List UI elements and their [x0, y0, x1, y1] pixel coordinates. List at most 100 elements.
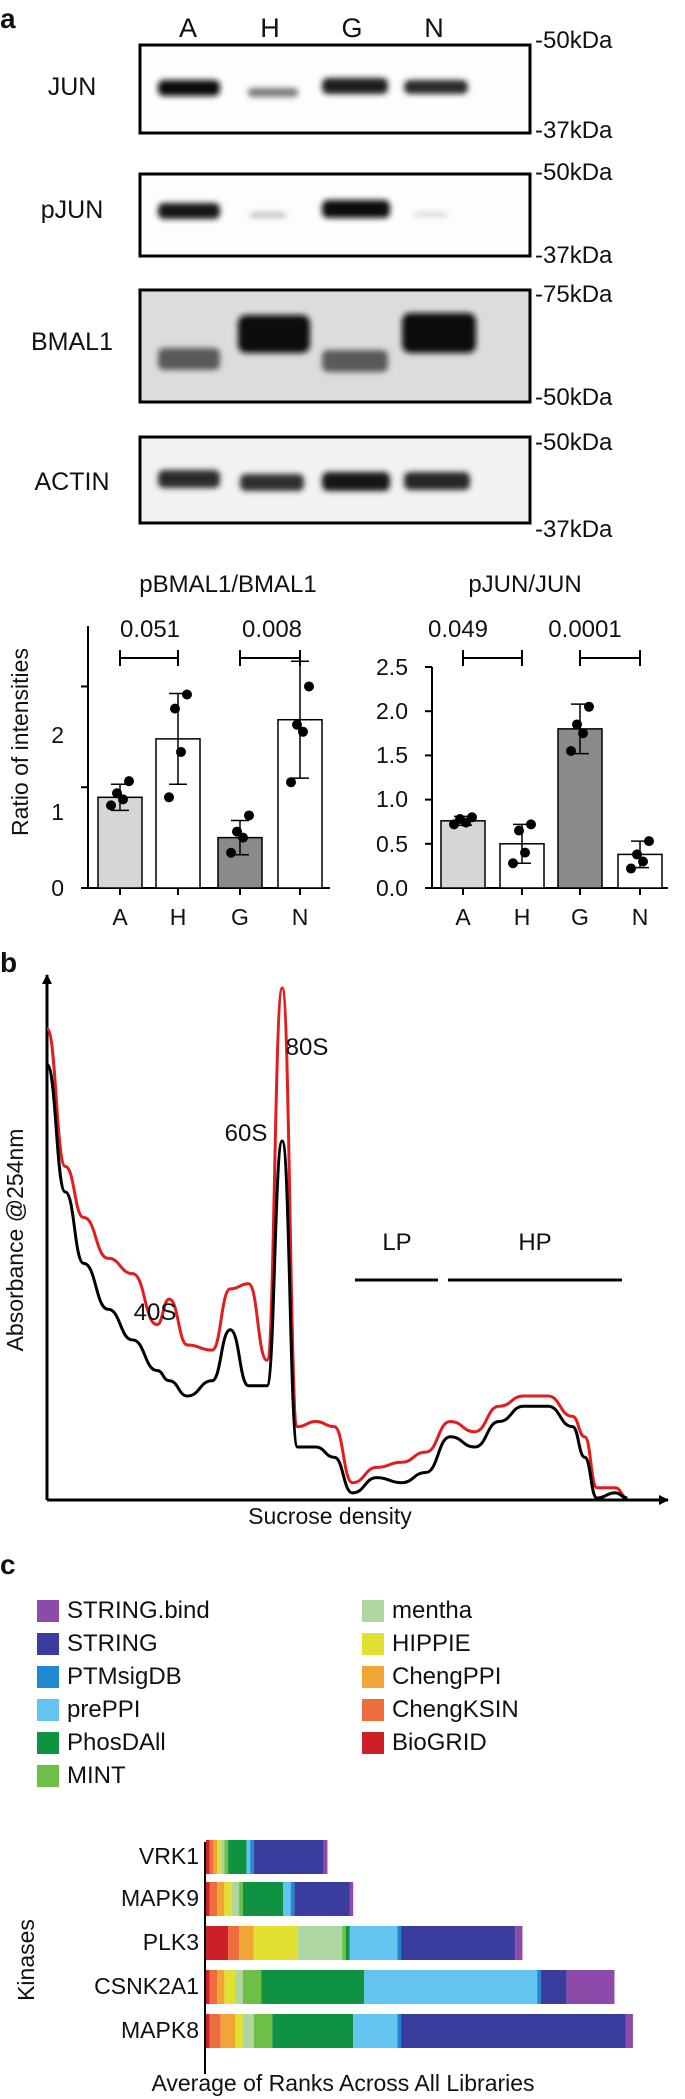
bar-segment — [209, 1882, 218, 1916]
blot-label-jun: JUN — [48, 73, 97, 101]
bar-segment — [353, 2014, 398, 2048]
bar-segment — [625, 2014, 633, 2048]
band — [158, 348, 220, 370]
panel-label-c: c — [0, 1549, 16, 1580]
blot-actin: ACTIN -50kDa -37kDa — [35, 429, 614, 543]
y-tick-label: 1 — [51, 799, 64, 825]
bar-segment — [209, 1970, 218, 2004]
data-point — [298, 726, 308, 737]
legend-label: BioGRID — [392, 1729, 487, 1756]
bar-segment — [235, 1970, 243, 2004]
band — [322, 350, 388, 372]
band — [322, 472, 390, 491]
polysome-profile: Absorbance @254nm Sucrose density 40S 60… — [2, 974, 669, 1529]
y-tick-label: 1.5 — [376, 742, 408, 768]
data-point — [124, 776, 134, 787]
lane-label: A — [179, 13, 197, 43]
panel-label-b: b — [0, 947, 17, 978]
bar-segment — [515, 1926, 523, 1960]
bar-chart-pbmal1: pBMAL1/BMAL1 Ratio of intensities 0.051 … — [7, 571, 330, 930]
stacked-bars — [206, 1840, 633, 2048]
bar-segment — [397, 2014, 402, 2048]
lane-label: H — [260, 13, 280, 43]
y-tick-label: 0.5 — [376, 831, 408, 857]
marker-top: -75kDa — [535, 281, 613, 308]
x-axis-label: Average of Ranks Across All Libraries — [151, 2070, 534, 2096]
bar-segment — [206, 2014, 210, 2048]
blot-label-pjun: pJUN — [41, 196, 104, 224]
legend-swatch — [37, 1600, 59, 1622]
data-point — [244, 810, 254, 821]
bar — [557, 728, 603, 889]
bar-segment — [566, 1970, 615, 2004]
bar-segment — [217, 1882, 225, 1916]
peak-label-40s: 40S — [134, 1299, 177, 1326]
kinase-label: MAPK8 — [121, 2017, 199, 2043]
bar-segment — [323, 1840, 328, 1874]
bar-segment — [250, 1840, 254, 1874]
bar-segment — [239, 1926, 254, 1960]
blot-pjun: pJUN -50kDa -37kDa — [41, 159, 613, 269]
bar-segment — [342, 1926, 346, 1960]
marker-bottom: -37kDa — [535, 117, 613, 144]
legend-swatch — [37, 1666, 59, 1688]
bar-segment — [206, 1882, 210, 1916]
legend-swatch — [362, 1732, 384, 1754]
legend-swatch — [37, 1633, 59, 1655]
marker-bottom: -50kDa — [535, 384, 613, 411]
p-value-label: 0.008 — [242, 616, 302, 643]
bar-segment — [261, 1970, 365, 2004]
marker-top: -50kDa — [535, 429, 613, 456]
band — [158, 470, 220, 488]
chart-title: pBMAL1/BMAL1 — [139, 571, 316, 598]
legend-label: PTMsigDB — [67, 1663, 182, 1690]
bar-segment — [272, 2014, 354, 2048]
band — [404, 472, 470, 490]
lane-labels: A H G N — [179, 13, 444, 43]
legend-label: PhosDAll — [67, 1729, 166, 1756]
data-point — [578, 728, 588, 739]
bar-segment — [537, 1970, 541, 2004]
data-point — [176, 746, 186, 757]
data-point — [112, 788, 122, 799]
peak-label-80s: 80S — [286, 1034, 329, 1061]
p-value-label: 0.051 — [120, 616, 180, 643]
bar-segment — [242, 2014, 254, 2048]
bar-segment — [349, 1926, 398, 1960]
trace-black — [45, 1063, 628, 1500]
panel-label-a: a — [0, 3, 16, 34]
kinase-chart: VRK1 MAPK9 PLK3 CSNK2A1 MAPK8 Kinases Av… — [13, 1840, 633, 2096]
fraction-label-hp: HP — [518, 1229, 551, 1256]
bar-segment — [364, 1970, 538, 2004]
band — [402, 313, 476, 353]
y-tick-label: 0 — [51, 875, 64, 901]
bar-segment — [298, 1926, 343, 1960]
data-point — [455, 814, 465, 825]
data-point — [467, 812, 477, 823]
legend: STRING.bind STRING PTMsigDB prePPI PhosDAll M… — [37, 1597, 519, 1789]
band — [158, 203, 220, 219]
data-point — [182, 689, 192, 700]
kinase-label: PLK3 — [143, 1929, 199, 1955]
legend-swatch — [37, 1699, 59, 1721]
data-point — [644, 836, 654, 847]
peak-label-60s: 60S — [225, 1120, 268, 1147]
x-tick-label: A — [455, 904, 471, 930]
x-tick-label: A — [112, 904, 128, 930]
legend-label: MINT — [67, 1762, 126, 1789]
bar-segment — [228, 1840, 247, 1874]
bar — [97, 796, 143, 889]
x-tick-label: N — [292, 904, 309, 930]
band — [322, 78, 388, 94]
y-axis-label: Absorbance @254nm — [2, 1129, 28, 1352]
x-tick-label: G — [231, 904, 249, 930]
y-axis-label: Kinases — [13, 1919, 39, 2001]
y-tick-label: 1.0 — [376, 786, 408, 812]
bar-segment — [242, 1882, 284, 1916]
bar-segment — [224, 1840, 229, 1874]
bar-segment — [217, 1840, 221, 1874]
marker-bottom: -37kDa — [535, 516, 613, 543]
chart-title: pJUN/JUN — [468, 571, 581, 598]
marker-bottom: -37kDa — [535, 242, 613, 269]
data-point — [626, 863, 636, 874]
